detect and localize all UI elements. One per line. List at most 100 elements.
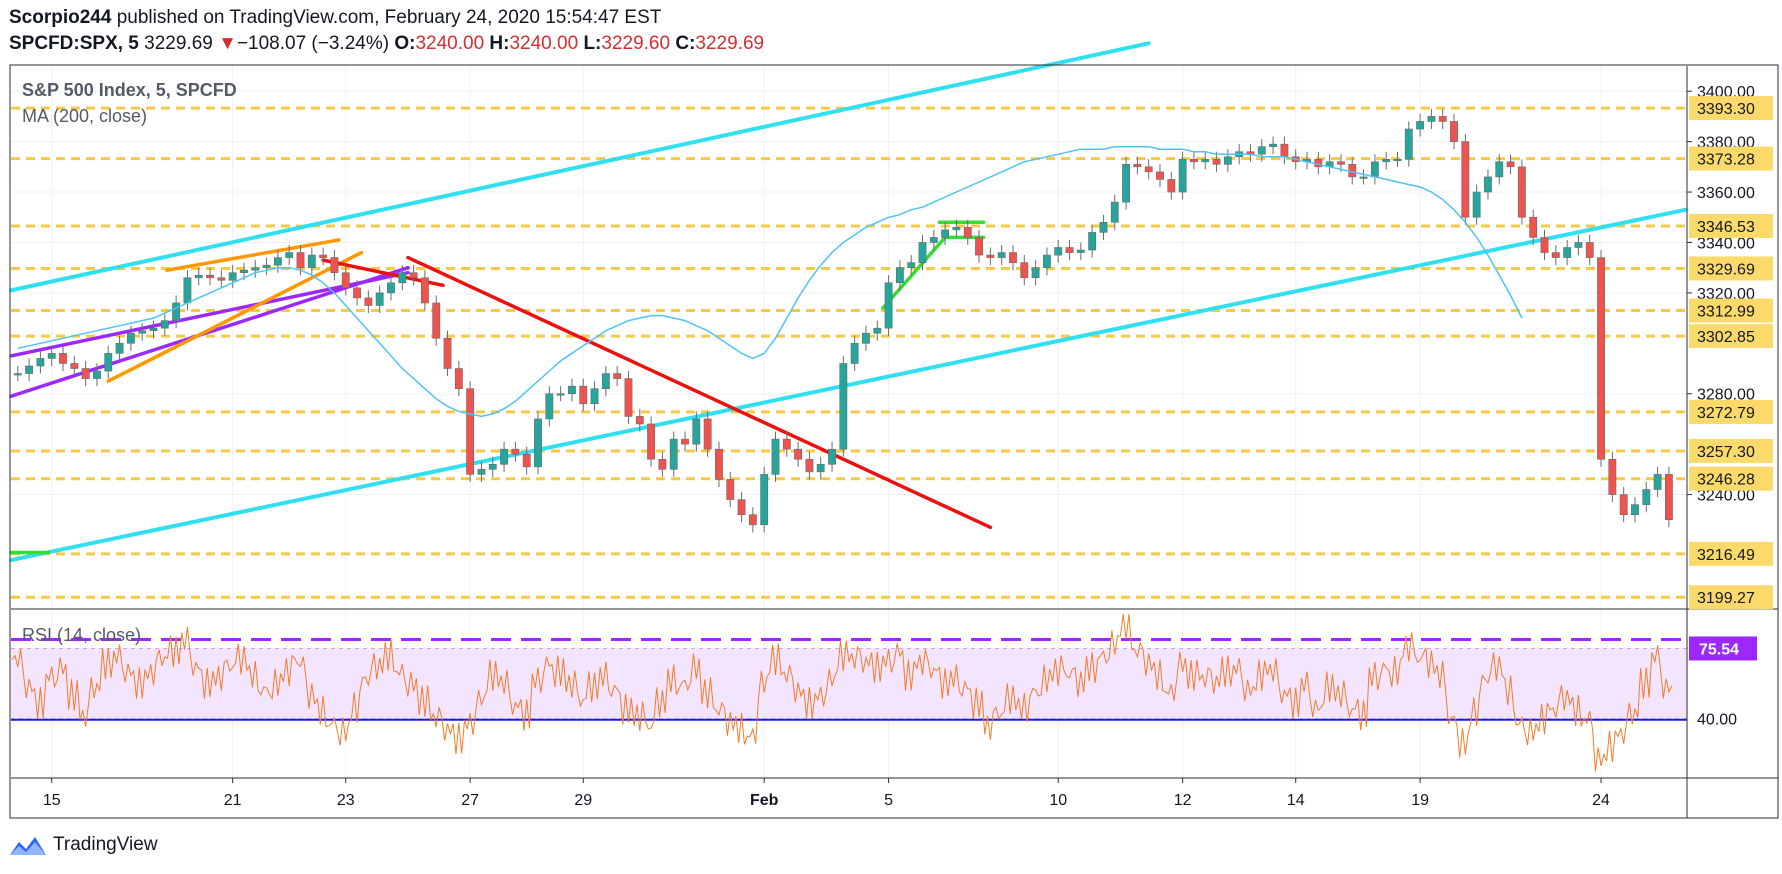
candle-body — [477, 469, 486, 475]
candle-body — [1223, 156, 1232, 165]
time-tick-label: 19 — [1411, 792, 1429, 809]
candle-body — [568, 385, 576, 395]
candle-body — [1144, 166, 1153, 173]
candle-body — [1597, 257, 1605, 460]
candle-body — [488, 464, 497, 470]
publish-info: published on TradingView.com, February 2… — [116, 7, 662, 28]
time-tick-label: 5 — [884, 792, 893, 809]
candle-body — [828, 448, 836, 465]
candle-body — [47, 353, 56, 359]
publish-line: Scorpio244 published on TradingView.com,… — [9, 6, 661, 30]
candle-body — [1653, 474, 1662, 490]
moving-average — [17, 145, 1523, 418]
candle-body — [1540, 237, 1549, 253]
candle-body — [420, 277, 429, 304]
candle-body — [59, 353, 67, 364]
candle-body — [160, 320, 169, 329]
candle-body — [1427, 116, 1436, 122]
level-price-label: 3329.69 — [1697, 261, 1755, 278]
candle-body — [466, 388, 475, 475]
candle-body — [1009, 252, 1017, 263]
candle-body — [138, 330, 147, 334]
candle-body — [794, 448, 803, 460]
tradingview-logo[interactable]: TradingView — [9, 832, 158, 858]
candle-body — [941, 229, 950, 238]
candle-body — [703, 418, 712, 450]
candle-body — [1065, 247, 1074, 253]
candle-body — [409, 272, 418, 279]
candle-body — [782, 438, 791, 450]
candle-body — [862, 332, 870, 344]
candle-body — [172, 302, 181, 321]
candle-body — [1257, 146, 1266, 155]
candle-body — [601, 373, 610, 389]
open-value: 3240.00 — [415, 33, 485, 54]
price-tick-label: 3280.00 — [1697, 387, 1755, 404]
candle-body — [1088, 232, 1097, 251]
candle-body — [1359, 176, 1368, 179]
candle-body — [70, 363, 79, 369]
level-price-label: 3199.27 — [1697, 590, 1755, 607]
level-price-label: 3216.49 — [1697, 547, 1755, 564]
chart-frame — [9, 64, 1779, 819]
candle-body — [681, 438, 689, 445]
level-price-label: 3272.79 — [1697, 405, 1755, 422]
candle-body — [816, 464, 825, 473]
ohlc-line: SPCFD:SPX, 5 3229.69 ▼−108.07 (−3.24%) O… — [9, 32, 764, 56]
candle-body — [850, 343, 859, 364]
candle-body — [692, 418, 701, 445]
candle-body — [647, 423, 656, 460]
candle-body — [1472, 191, 1481, 218]
time-tick-label: 10 — [1049, 792, 1067, 809]
level-price-label: 3312.99 — [1697, 304, 1755, 321]
time-axis[interactable]: 15 21 23 27 29 Feb 5 10 12 14 19 24 — [43, 778, 1610, 809]
candle-body — [1563, 247, 1572, 258]
level-price-badge — [1689, 324, 1773, 349]
candle-body — [1269, 143, 1278, 147]
candle-body — [240, 269, 248, 274]
symbol-label: SPCFD:SPX, 5 — [9, 33, 139, 54]
candle-body — [715, 448, 723, 480]
candle-body — [726, 479, 735, 500]
candle-body — [104, 353, 113, 372]
candle-body — [341, 272, 350, 289]
price-axis[interactable]: 3240.003280.003320.003340.003360.003380.… — [1687, 84, 1773, 729]
candle-body — [669, 438, 678, 470]
ma-line — [17, 145, 1523, 418]
candle-body — [1619, 494, 1628, 516]
time-tick-label: Feb — [750, 792, 779, 809]
level-price-badge — [1689, 438, 1773, 463]
author-name[interactable]: Scorpio244 — [9, 7, 112, 28]
candle-body — [1370, 161, 1379, 178]
price-change: −108.07 (−3.24%) — [236, 33, 390, 54]
rsi-line — [11, 613, 1673, 772]
rsi-pane — [11, 613, 1687, 772]
candle-body — [839, 363, 848, 450]
price-grid — [11, 90, 1687, 496]
candle-body — [1076, 249, 1085, 253]
upper-channel-line — [9, 41, 1151, 293]
candle-body — [454, 368, 463, 389]
down-arrow-icon: ▼ — [218, 33, 237, 54]
candle-body — [1517, 166, 1526, 218]
low-label: L: — [583, 33, 602, 54]
candle-body — [375, 292, 384, 306]
candle-body — [1020, 262, 1029, 279]
candle-body — [36, 358, 45, 367]
time-tick-label: 21 — [224, 792, 242, 809]
level-price-badge — [1689, 466, 1773, 491]
candle-body — [307, 254, 316, 268]
candle-body — [1438, 116, 1447, 122]
candle-body — [511, 448, 520, 455]
candle-body — [25, 365, 34, 374]
rsi-value-badge — [1689, 636, 1757, 661]
candle-body — [194, 274, 203, 279]
candle-body — [748, 514, 757, 526]
low-value: 3229.60 — [601, 33, 671, 54]
candle-body — [443, 337, 452, 369]
candle-body — [1110, 201, 1119, 223]
candle-body — [1280, 143, 1289, 158]
level-price-label: 3246.28 — [1697, 472, 1755, 489]
candle-body — [1664, 474, 1673, 521]
